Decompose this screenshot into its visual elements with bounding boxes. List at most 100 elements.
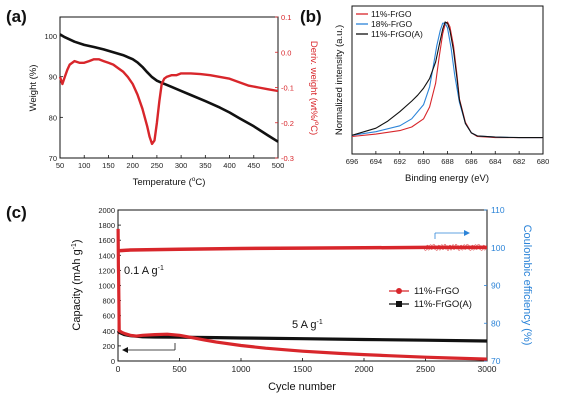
chart-c-x-tick-label: 1000 — [232, 364, 251, 374]
chart-c-y2-tick-label: 70 — [491, 356, 501, 366]
chart-c-ce-point — [464, 247, 467, 250]
panel-label-b: (b) — [300, 7, 322, 26]
panel-label-c: (c) — [6, 203, 27, 222]
chart-a-y2label-pre: Deriv. weight (wt%/ — [308, 41, 319, 122]
chart-c-ce-point — [479, 245, 482, 248]
chart-c-x-tick-label: 1500 — [293, 364, 312, 374]
chart-c-ce-point — [439, 246, 442, 249]
chart-c-ce-point — [468, 245, 471, 248]
chart-c-ce-point — [482, 244, 485, 248]
chart-c-ce-point — [440, 244, 443, 247]
chart-c-ce-point — [459, 246, 462, 249]
chart-c-ce-point — [465, 245, 468, 249]
chart-a-y2-tick-label: 0.1 — [281, 13, 291, 22]
chart-c-y2-tick-label: 90 — [491, 281, 501, 291]
chart-c-ce-point — [451, 244, 455, 247]
chart-a-xlabel-sup: o — [192, 176, 196, 183]
chart-a-series-weight — [59, 33, 279, 143]
chart-c-ce-point — [483, 248, 486, 251]
chart-a-series — [58, 33, 279, 146]
chart-c-y-tick-label: 600 — [102, 312, 115, 321]
chart-a-y-ticks: 70 80 90 100 — [44, 32, 63, 163]
chart-c-ce-point — [466, 243, 469, 247]
chart-a-y2-tick-label: -0.2 — [281, 119, 294, 128]
chart-c-ce-point — [461, 248, 464, 251]
chart-c-legend-marker — [396, 288, 402, 294]
chart-a-frame — [59, 16, 279, 159]
chart-c-y-tick-label: 1600 — [98, 236, 115, 245]
chart-a-y-tick-label: 90 — [49, 73, 57, 82]
chart-c-y-tick-label: 1000 — [98, 282, 115, 291]
chart-c-ce-point — [467, 247, 470, 250]
chart-c-y-tick-label: 1400 — [98, 251, 115, 260]
chart-c-ce-point — [475, 247, 478, 250]
chart-c-ce-point — [450, 246, 454, 249]
chart-b-legend-label: 11%-FrGO — [371, 9, 412, 19]
chart-c-ce-point — [441, 247, 445, 250]
chart-c-ce-point — [428, 246, 431, 249]
chart-c-ce-point — [453, 245, 457, 249]
chart-c-ce-point — [454, 243, 458, 247]
chart-c-ce-point — [438, 248, 441, 251]
chart-c: 0 500 1000 1500 2000 2500 3000 0 200 400 600 800 10… — [71, 205, 533, 393]
chart-b-x-tick-label: 696 — [346, 157, 359, 166]
chart-c-ce-point — [424, 248, 427, 251]
chart-c-x-tick-label: 2500 — [416, 364, 435, 374]
annotation-high-rate-sup: -1 — [316, 319, 322, 326]
chart-c-ce-point — [427, 248, 430, 251]
chart-c-series — [116, 228, 488, 361]
chart-c-y2label: Coulombic efficiency (%) — [521, 225, 533, 346]
chart-b-x-tick-label: 684 — [489, 157, 502, 166]
chart-a-y-tick-label: 80 — [49, 113, 57, 122]
chart-a-x-tick-label: 200 — [126, 161, 139, 170]
chart-c-legend-marker — [396, 301, 402, 307]
chart-b-x-tick-label: 688 — [441, 157, 454, 166]
chart-c-ce-point — [437, 244, 440, 248]
chart-c-ce-point — [480, 248, 483, 251]
chart-b-legend-label: 18%-FrGO — [371, 19, 412, 29]
chart-a-y2-ticks: -0.3 -0.2 -0.1 0.0 0.1 — [275, 13, 294, 163]
chart-a-x-tick-label: 350 — [199, 161, 212, 170]
chart-c-y-tick-label: 200 — [102, 342, 115, 351]
chart-c-y-tick-label: 400 — [102, 327, 115, 336]
chart-c-ce-point — [447, 246, 451, 249]
chart-c-ce-point — [442, 245, 446, 249]
chart-c-legend-label: 11%-FrGO — [414, 286, 459, 297]
chart-c-y-tick-label: 0 — [111, 357, 115, 366]
chart-c-y-ticks: 0 200 400 600 800 1000 1200 1400 1600 1800 2000 — [98, 206, 121, 366]
chart-c-ylabel-end: ) — [71, 239, 83, 243]
chart-c-x-tick-label: 0 — [116, 364, 121, 374]
chart-c-ce-point — [457, 245, 460, 248]
chart-c-y-tick-label: 1200 — [98, 266, 115, 275]
chart-c-ce-point — [484, 246, 487, 249]
chart-b-ylabel: Normalized intensity (a.u.) — [334, 25, 345, 135]
chart-a-y2label-sup: o — [313, 121, 320, 125]
chart-b-x-tick-label: 686 — [465, 157, 478, 166]
chart-b-legend-label: 11%-FrGO(A) — [371, 29, 423, 39]
chart-c-ce-point — [455, 247, 459, 250]
chart-c-ce-point — [432, 243, 435, 247]
chart-a-y2-tick-label: 0.0 — [281, 48, 291, 57]
chart-c-ce-point — [449, 248, 453, 251]
chart-c-ce-point — [436, 246, 439, 249]
chart-a-x-tick-label: 450 — [248, 161, 261, 170]
chart-c-series-capacity-frgo — [116, 228, 488, 361]
chart-a-x-tick-label: 400 — [223, 161, 236, 170]
chart-a-y2label-end: C) — [308, 125, 319, 135]
chart-c-ce-point — [444, 247, 448, 250]
chart-c-ce-point — [474, 244, 477, 247]
chart-b-x-tick-label: 690 — [417, 157, 430, 166]
panel-label-a: (a) — [6, 7, 27, 26]
annotation-low-rate-sup: -1 — [158, 265, 164, 272]
chart-c-ce-point — [469, 248, 472, 251]
chart-a-y-tick-label: 70 — [49, 154, 57, 163]
chart-c-ce-point — [452, 247, 456, 250]
chart-c-ce-point — [434, 245, 437, 248]
chart-c-y-tick-label: 2000 — [98, 206, 115, 215]
chart-c-x-tick-label: 500 — [172, 364, 186, 374]
chart-a-x-tick-label: 500 — [272, 161, 285, 170]
chart-c-ce-point — [443, 243, 447, 247]
chart-b: 696 694 692 690 688 686 684 682 680 11%-FrGO18%-… — [334, 5, 549, 184]
